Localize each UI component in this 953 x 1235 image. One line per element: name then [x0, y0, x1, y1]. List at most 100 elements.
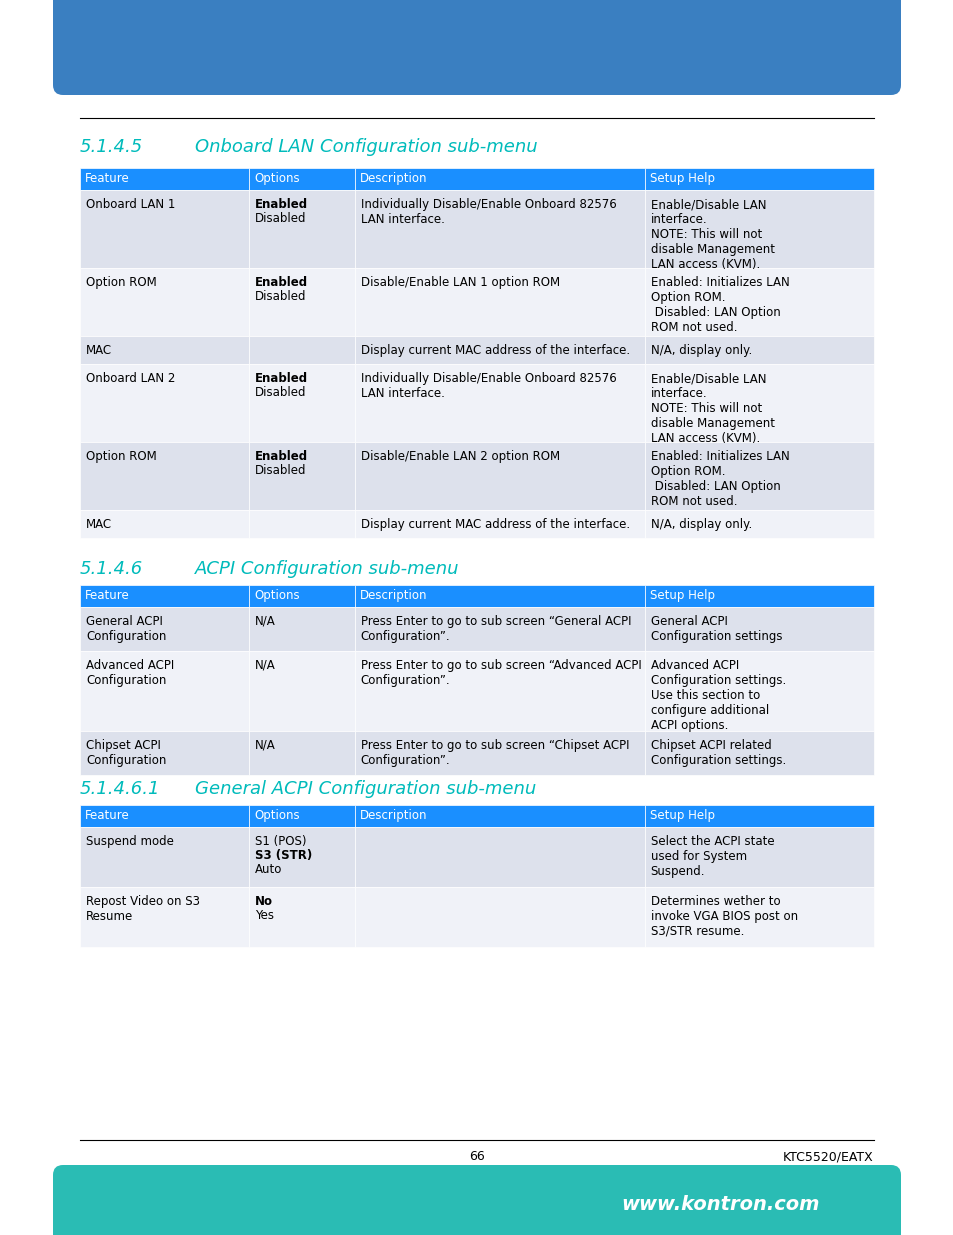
- Text: Individually Disable/Enable Onboard 82576
LAN interface.: Individually Disable/Enable Onboard 8257…: [360, 198, 616, 226]
- Bar: [249, 606, 355, 651]
- Bar: [80, 651, 249, 731]
- Bar: [644, 651, 873, 731]
- Bar: [355, 827, 644, 887]
- Bar: [80, 442, 249, 510]
- Bar: [355, 585, 644, 606]
- Bar: [355, 510, 644, 538]
- Text: S3 (STR): S3 (STR): [254, 848, 312, 862]
- Text: Enabled: Initializes LAN
Option ROM.
 Disabled: LAN Option
ROM not used.: Enabled: Initializes LAN Option ROM. Dis…: [650, 275, 788, 333]
- Text: Onboard LAN 2: Onboard LAN 2: [86, 372, 175, 385]
- Bar: [355, 190, 644, 268]
- Text: Yes: Yes: [254, 909, 274, 923]
- FancyBboxPatch shape: [53, 0, 900, 95]
- Bar: [644, 168, 873, 190]
- Bar: [644, 510, 873, 538]
- Bar: [80, 364, 249, 442]
- Text: MAC: MAC: [86, 517, 112, 531]
- Bar: [80, 268, 249, 336]
- Bar: [249, 168, 355, 190]
- Bar: [355, 168, 644, 190]
- Text: Enabled: Initializes LAN
Option ROM.
 Disabled: LAN Option
ROM not used.: Enabled: Initializes LAN Option ROM. Dis…: [650, 450, 788, 508]
- Text: Description: Description: [359, 589, 427, 601]
- Bar: [249, 364, 355, 442]
- Text: Enabled: Enabled: [254, 275, 308, 289]
- Text: Suspend mode: Suspend mode: [86, 835, 173, 848]
- Bar: [355, 364, 644, 442]
- Text: Auto: Auto: [254, 863, 282, 876]
- Bar: [355, 606, 644, 651]
- Bar: [249, 827, 355, 887]
- Text: Enable/Disable LAN
interface.
NOTE: This will not
disable Management
LAN access : Enable/Disable LAN interface. NOTE: This…: [650, 372, 774, 445]
- Text: Disabled: Disabled: [254, 464, 306, 477]
- Text: Description: Description: [359, 809, 427, 823]
- Bar: [644, 731, 873, 776]
- Text: Select the ACPI state
used for System
Suspend.: Select the ACPI state used for System Su…: [650, 835, 773, 878]
- Bar: [644, 827, 873, 887]
- Bar: [355, 651, 644, 731]
- Bar: [249, 651, 355, 731]
- Bar: [355, 805, 644, 827]
- Bar: [80, 887, 249, 947]
- Text: No: No: [254, 895, 273, 908]
- Bar: [249, 805, 355, 827]
- Text: Onboard LAN Configuration sub-menu: Onboard LAN Configuration sub-menu: [194, 138, 537, 156]
- Text: Option ROM: Option ROM: [86, 450, 156, 463]
- Text: Press Enter to go to sub screen “General ACPI
Configuration”.: Press Enter to go to sub screen “General…: [360, 615, 631, 643]
- Bar: [644, 268, 873, 336]
- Text: Repost Video on S3
Resume: Repost Video on S3 Resume: [86, 895, 200, 923]
- Text: Disabled: Disabled: [254, 212, 306, 225]
- Text: ACPI Configuration sub-menu: ACPI Configuration sub-menu: [194, 559, 459, 578]
- Bar: [355, 442, 644, 510]
- Text: MAC: MAC: [86, 345, 112, 357]
- Bar: [249, 510, 355, 538]
- Text: Chipset ACPI related
Configuration settings.: Chipset ACPI related Configuration setti…: [650, 739, 785, 767]
- Text: Setup Help: Setup Help: [649, 172, 714, 185]
- Text: S1 (POS): S1 (POS): [254, 835, 306, 848]
- Bar: [644, 887, 873, 947]
- Text: General ACPI Configuration sub-menu: General ACPI Configuration sub-menu: [194, 781, 536, 798]
- Bar: [644, 364, 873, 442]
- Text: Disable/Enable LAN 1 option ROM: Disable/Enable LAN 1 option ROM: [360, 275, 559, 289]
- FancyBboxPatch shape: [53, 1165, 900, 1235]
- Bar: [249, 336, 355, 364]
- Text: N/A: N/A: [254, 615, 275, 629]
- Bar: [355, 887, 644, 947]
- Bar: [644, 606, 873, 651]
- Bar: [644, 805, 873, 827]
- Text: Option ROM: Option ROM: [86, 275, 156, 289]
- Text: Enable/Disable LAN
interface.
NOTE: This will not
disable Management
LAN access : Enable/Disable LAN interface. NOTE: This…: [650, 198, 774, 270]
- Bar: [644, 190, 873, 268]
- Text: 5.1.4.5: 5.1.4.5: [80, 138, 143, 156]
- Bar: [249, 731, 355, 776]
- Text: Feature: Feature: [85, 809, 130, 823]
- Text: Advanced ACPI
Configuration settings.
Use this section to
configure additional
A: Advanced ACPI Configuration settings. Us…: [650, 659, 785, 732]
- Bar: [355, 731, 644, 776]
- Bar: [80, 168, 249, 190]
- Text: Setup Help: Setup Help: [649, 809, 714, 823]
- Bar: [249, 268, 355, 336]
- Text: Description: Description: [359, 172, 427, 185]
- Text: Disable/Enable LAN 2 option ROM: Disable/Enable LAN 2 option ROM: [360, 450, 559, 463]
- Bar: [249, 887, 355, 947]
- Bar: [80, 190, 249, 268]
- Bar: [644, 585, 873, 606]
- Bar: [249, 442, 355, 510]
- Text: Feature: Feature: [85, 589, 130, 601]
- Text: 5.1.4.6.1: 5.1.4.6.1: [80, 781, 160, 798]
- Bar: [644, 336, 873, 364]
- Bar: [80, 606, 249, 651]
- Text: Enabled: Enabled: [254, 450, 308, 463]
- Text: Onboard LAN 1: Onboard LAN 1: [86, 198, 175, 211]
- Text: Disabled: Disabled: [254, 387, 306, 399]
- Text: Individually Disable/Enable Onboard 82576
LAN interface.: Individually Disable/Enable Onboard 8257…: [360, 372, 616, 400]
- Bar: [80, 731, 249, 776]
- Text: Options: Options: [253, 589, 299, 601]
- Text: General ACPI
Configuration settings: General ACPI Configuration settings: [650, 615, 781, 643]
- Bar: [644, 442, 873, 510]
- Text: N/A, display only.: N/A, display only.: [650, 345, 751, 357]
- Bar: [355, 336, 644, 364]
- Bar: [249, 585, 355, 606]
- Text: Options: Options: [253, 809, 299, 823]
- Text: Feature: Feature: [85, 172, 130, 185]
- Text: www.kontron.com: www.kontron.com: [620, 1195, 820, 1214]
